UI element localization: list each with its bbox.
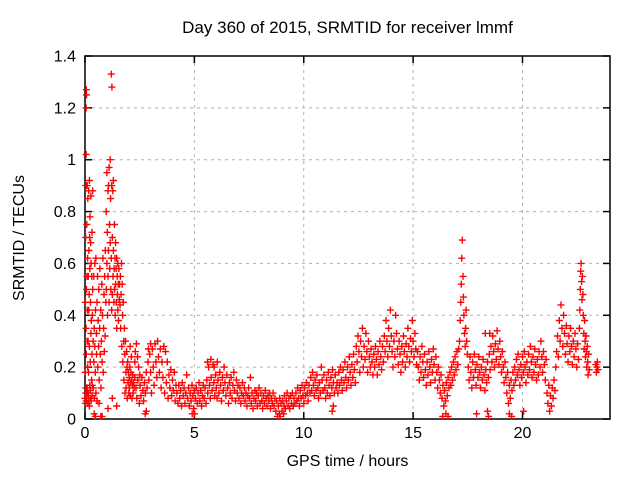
- y-tick-label: 0.2: [54, 360, 76, 377]
- x-tick-label: 0: [81, 425, 90, 442]
- chart-title: Day 360 of 2015, SRMTID for receiver lmm…: [182, 18, 513, 37]
- y-tick-label: 0: [67, 412, 76, 429]
- x-tick-label: 15: [404, 425, 422, 442]
- y-tick-label: 1.4: [54, 49, 76, 66]
- y-tick-label: 0.4: [54, 308, 76, 325]
- x-tick-label: 5: [190, 425, 199, 442]
- data-points: [81, 70, 602, 420]
- y-tick-label: 0.6: [54, 256, 76, 273]
- x-axis-label: GPS time / hours: [286, 453, 409, 470]
- y-tick-label: 1.2: [54, 100, 76, 117]
- y-tick-label: 1: [67, 152, 76, 169]
- x-tick-label: 10: [295, 425, 313, 442]
- y-tick-label: 0.8: [54, 204, 76, 221]
- x-tick-label: 20: [514, 425, 532, 442]
